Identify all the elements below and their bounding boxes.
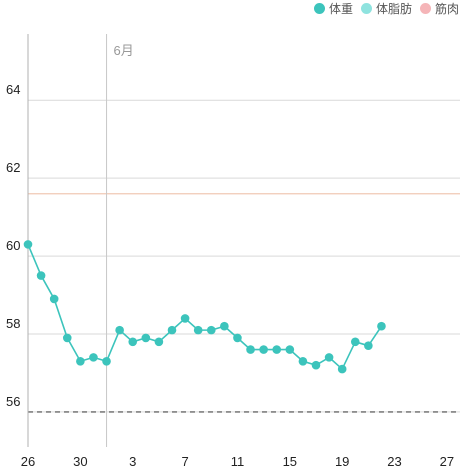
- data-point-weight-2024-05-28: [49, 294, 59, 304]
- x-tick-label-15: 15: [283, 454, 297, 469]
- legend-dot-weight: [313, 2, 325, 14]
- data-point-weight-2024-06-19: [337, 364, 347, 374]
- chart-legend: 体重 体脂肪 筋肉: [313, 0, 459, 17]
- data-point-weight-2024-05-31: [89, 353, 98, 362]
- data-point-weight-2024-05-30: [76, 356, 85, 366]
- legend-label-weight: 体重: [328, 1, 353, 16]
- x-tick-label-23: 23: [387, 454, 401, 469]
- y-tick-label-60: 60: [6, 238, 20, 253]
- data-point-weight-2024-06-01: [102, 356, 111, 366]
- x-tick-label-11: 11: [231, 454, 245, 469]
- data-point-weight-2024-06-09: [206, 325, 216, 335]
- y-tick-label-62: 62: [6, 160, 20, 175]
- data-point-weight-2024-06-11: [233, 333, 242, 343]
- y-tick-label-58: 58: [6, 316, 20, 331]
- x-tick-label-7: 7: [181, 454, 188, 469]
- data-point-weight-2024-05-29: [62, 333, 72, 343]
- legend-item-weight[interactable]: 体重: [313, 0, 353, 17]
- data-point-weight-2024-06-22: [377, 321, 386, 331]
- legend-dot-muscle: [419, 2, 431, 14]
- data-point-weight-2024-06-07: [180, 314, 190, 323]
- data-point-weight-2024-05-27: [36, 271, 46, 280]
- legend-item-muscle[interactable]: 筋肉: [419, 0, 459, 17]
- y-tick-label-56: 56: [6, 394, 20, 409]
- legend-label-muscle: 筋肉: [434, 1, 459, 16]
- data-point-weight-2024-06-12: [246, 345, 255, 354]
- data-point-weight-2024-06-04: [141, 333, 151, 343]
- data-point-weight-2024-06-02: [115, 325, 124, 335]
- x-tick-label-3: 3: [129, 454, 136, 469]
- data-point-weight-2024-06-16: [298, 356, 308, 366]
- data-point-weight-2024-06-06: [167, 325, 177, 335]
- data-point-weight-2024-06-17: [311, 360, 321, 370]
- data-point-weight-2024-06-15: [285, 345, 295, 354]
- x-tick-label-26: 26: [21, 454, 35, 469]
- data-point-weight-2024-06-21: [364, 341, 373, 350]
- data-point-weight-2024-06-18: [324, 353, 334, 362]
- y-tick-label-64: 64: [6, 82, 20, 97]
- legend-label-body-fat: 体脂肪: [375, 1, 412, 16]
- legend-dot-body-fat: [360, 2, 372, 14]
- data-point-weight-2024-06-20: [350, 337, 360, 347]
- x-tick-label-30: 30: [73, 454, 87, 469]
- data-point-weight-2024-06-13: [259, 345, 268, 354]
- data-point-weight-2024-06-14: [272, 345, 282, 354]
- data-point-weight-2024-06-08: [193, 325, 203, 335]
- series-line-weight: [27, 244, 383, 370]
- data-point-weight-2024-06-05: [154, 337, 164, 347]
- legend-item-body-fat[interactable]: 体脂肪: [360, 0, 412, 17]
- month-marker-label: 6月: [114, 43, 134, 58]
- x-tick-label-27: 27: [440, 454, 454, 469]
- data-point-weight-2024-06-03: [128, 337, 138, 347]
- data-point-weight-2024-06-10: [220, 321, 229, 331]
- x-tick-label-19: 19: [335, 454, 349, 469]
- data-point-weight-2024-05-26: [23, 240, 33, 249]
